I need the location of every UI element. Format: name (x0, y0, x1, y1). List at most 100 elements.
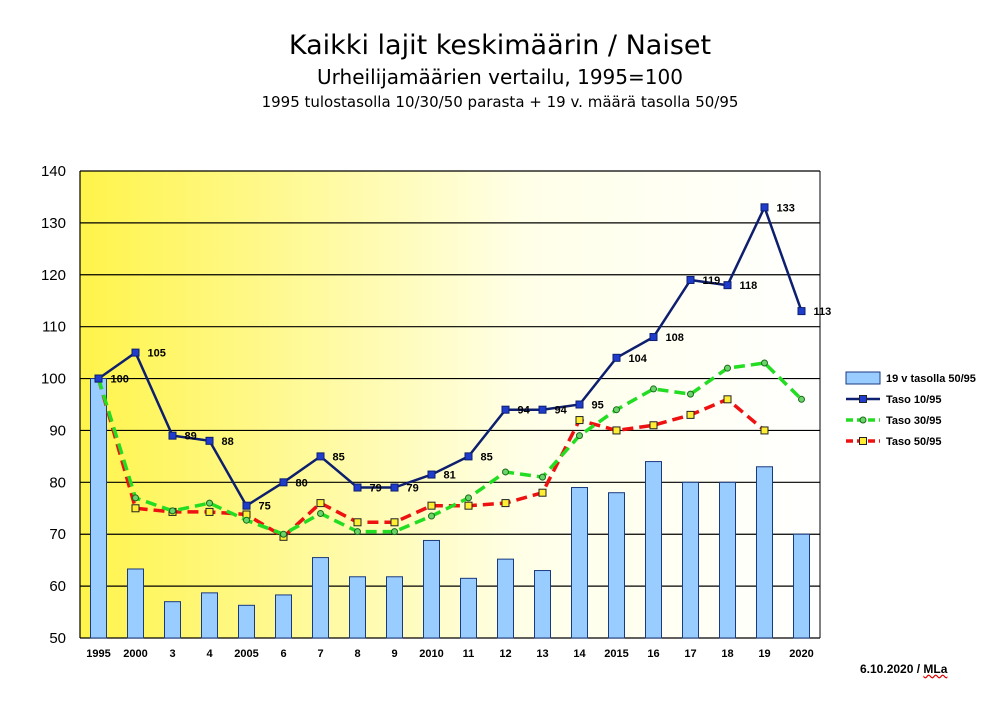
plot-area (80, 171, 820, 638)
point-marker (205, 436, 214, 445)
bar (127, 568, 144, 639)
point-marker (723, 395, 732, 404)
data-label: 95 (592, 400, 604, 412)
y-tick-label: 60 (49, 578, 66, 595)
x-tick-label: 2015 (604, 648, 628, 660)
legend-swatch (845, 371, 881, 385)
data-label: 89 (185, 431, 197, 443)
x-tick-label: 2010 (419, 648, 443, 660)
data-label: 81 (444, 470, 456, 482)
point-marker (686, 275, 695, 284)
y-tick-label: 50 (49, 630, 66, 647)
chart-subtitle: Urheilijamäärien vertailu, 1995=100 (317, 65, 683, 89)
point-marker (169, 507, 176, 515)
legend-label: Taso 50/95 (886, 436, 941, 448)
point-marker (575, 400, 584, 409)
data-label: 85 (481, 451, 493, 463)
point-marker (650, 385, 657, 393)
point-marker (243, 516, 250, 524)
x-tick-label: 3 (169, 648, 175, 660)
bar (238, 604, 255, 639)
y-tick-label: 90 (49, 422, 66, 439)
data-label: 88 (222, 436, 234, 448)
data-label: 108 (666, 332, 684, 344)
point-marker (760, 426, 769, 435)
point-marker (538, 405, 547, 414)
chart-title: Kaikki lajit keskimäärin / Naiset (288, 30, 712, 61)
bar (201, 592, 218, 639)
bar (312, 557, 329, 639)
point-marker (353, 483, 362, 492)
point-marker (168, 431, 177, 440)
bar (534, 570, 551, 639)
point-marker (760, 203, 769, 212)
point-marker (723, 281, 732, 290)
x-tick-label: 17 (684, 648, 696, 660)
bar (682, 481, 699, 639)
data-label: 79 (370, 483, 382, 495)
bar (90, 378, 107, 639)
point-marker (724, 364, 731, 372)
data-label: 118 (740, 280, 758, 292)
point-marker (538, 488, 547, 497)
point-marker (391, 528, 398, 536)
x-tick-label: 7 (317, 648, 323, 660)
point-marker (539, 473, 546, 481)
point-marker (502, 468, 509, 476)
point-marker (316, 499, 325, 508)
y-tick-label: 130 (41, 215, 66, 232)
point-marker (797, 307, 806, 316)
y-tick-label: 140 (41, 163, 66, 180)
x-tick-label: 11 (463, 648, 475, 660)
bar (793, 533, 810, 639)
legend-marker (859, 437, 867, 445)
x-tick-label: 2020 (789, 648, 813, 660)
y-tick-label: 70 (49, 526, 66, 543)
bar (423, 539, 440, 639)
point-marker (427, 470, 436, 479)
point-marker (465, 494, 472, 502)
point-marker (576, 432, 583, 440)
point-marker (353, 518, 362, 527)
data-label: 119 (703, 275, 721, 287)
series-line (97, 204, 803, 508)
x-tick-label: 14 (573, 648, 586, 660)
x-tick-label: 2005 (234, 648, 258, 660)
data-label: 105 (148, 348, 166, 360)
y-tick-label: 100 (41, 371, 66, 388)
point-marker (94, 374, 103, 383)
data-label: 80 (296, 477, 308, 489)
point-marker (205, 507, 214, 516)
bar (349, 576, 366, 639)
point-marker (131, 504, 140, 513)
x-tick-label: 12 (499, 648, 511, 660)
point-marker (390, 518, 399, 527)
bar (756, 466, 773, 639)
point-marker (687, 390, 694, 398)
point-marker (390, 483, 399, 492)
y-tick-label: 110 (42, 319, 66, 336)
footer-initials: MLa (923, 662, 948, 676)
point-marker (317, 509, 324, 517)
point-marker (612, 426, 621, 435)
point-marker (464, 501, 473, 510)
point-marker (132, 494, 139, 502)
legend-label: 19 v tasolla 50/95 (886, 373, 976, 385)
data-label: 94 (518, 405, 531, 417)
point-marker (206, 499, 213, 507)
point-marker (242, 501, 251, 510)
chart-subtitle-2: 1995 tulostasolla 10/30/50 parasta + 19 … (261, 93, 739, 111)
bar (460, 577, 477, 639)
point-marker (464, 452, 473, 461)
point-marker (649, 421, 658, 430)
bar (164, 601, 181, 639)
point-marker (798, 395, 805, 403)
x-tick-label: 9 (391, 648, 397, 660)
x-tick-label: 4 (206, 648, 213, 660)
legend-label: Taso 30/95 (886, 415, 941, 427)
x-tick-label: 1995 (86, 648, 110, 660)
bar (497, 558, 514, 639)
x-tick-label: 16 (647, 648, 659, 660)
bar (386, 576, 403, 639)
point-marker (501, 405, 510, 414)
